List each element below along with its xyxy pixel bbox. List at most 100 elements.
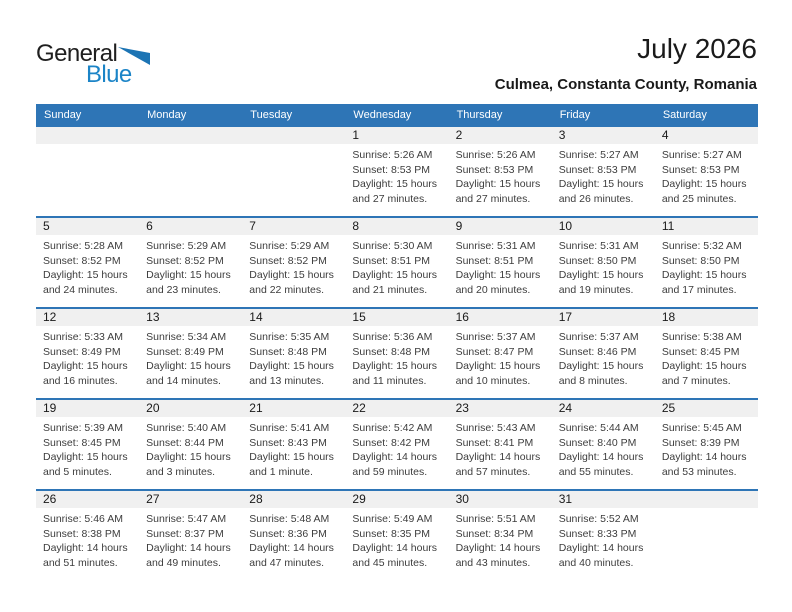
daylight-text-line2: and 53 minutes. bbox=[661, 465, 737, 478]
empty-day-cell bbox=[654, 489, 758, 580]
day-number-band: 5 bbox=[36, 218, 140, 235]
day-cell: 16 Sunrise: 5:37 AM Sunset: 8:47 PM Dayligh… bbox=[448, 307, 552, 399]
day-cell: 11 Sunrise: 5:32 AM Sunset: 8:50 PM Dayligh… bbox=[654, 216, 758, 308]
daylight-text-line2: and 19 minutes. bbox=[558, 283, 634, 296]
day-details: Sunrise: 5:41 AM Sunset: 8:43 PM Daylight:… bbox=[242, 417, 345, 479]
day-details: Sunrise: 5:45 AM Sunset: 8:39 PM Daylight:… bbox=[655, 417, 758, 479]
daylight-text-line1: Daylight: 14 hours bbox=[146, 542, 231, 555]
empty-day-cell bbox=[242, 125, 346, 217]
sunset-text: Sunset: 8:44 PM bbox=[146, 436, 224, 449]
logo-text-general: General bbox=[36, 40, 118, 67]
daylight-text-line1: Daylight: 15 hours bbox=[455, 178, 541, 191]
sunset-text: Sunset: 8:51 PM bbox=[352, 254, 431, 267]
sunrise-text: Sunrise: 5:37 AM bbox=[455, 331, 536, 343]
day-number: 8 bbox=[352, 219, 360, 233]
day-details: Sunrise: 5:48 AM Sunset: 8:36 PM Daylight:… bbox=[242, 508, 345, 570]
sunrise-text: Sunrise: 5:27 AM bbox=[558, 149, 639, 161]
daylight-text-line2: and 8 minutes. bbox=[558, 374, 628, 387]
day-details: Sunrise: 5:49 AM Sunset: 8:35 PM Daylight:… bbox=[345, 508, 448, 570]
daylight-text-line2: and 47 minutes. bbox=[249, 556, 324, 569]
weekday-header-wednesday: Wednesday bbox=[345, 104, 449, 126]
daylight-text-line1: Daylight: 14 hours bbox=[43, 542, 128, 555]
day-number-band: 12 bbox=[36, 309, 140, 326]
daylight-text-line2: and 14 minutes. bbox=[146, 374, 221, 387]
title-block: July 2026 Culmea, Constanta County, Roma… bbox=[495, 34, 757, 94]
sunset-text: Sunset: 8:38 PM bbox=[43, 527, 121, 540]
day-cell: 4 Sunrise: 5:27 AM Sunset: 8:53 PM Daylight… bbox=[654, 125, 758, 217]
day-number-band: 1 bbox=[345, 127, 449, 144]
sunset-text: Sunset: 8:42 PM bbox=[352, 436, 431, 449]
day-number: 16 bbox=[455, 310, 469, 324]
day-cell: 2 Sunrise: 5:26 AM Sunset: 8:53 PM Daylight… bbox=[448, 125, 552, 217]
daylight-text-line1: Daylight: 14 hours bbox=[352, 542, 438, 555]
day-number-band bbox=[139, 127, 243, 144]
day-details: Sunrise: 5:32 AM Sunset: 8:50 PM Daylight:… bbox=[655, 235, 758, 297]
sunset-text: Sunset: 8:37 PM bbox=[146, 527, 224, 540]
sunrise-text: Sunrise: 5:27 AM bbox=[661, 149, 742, 161]
day-details: Sunrise: 5:39 AM Sunset: 8:45 PM Daylight:… bbox=[36, 417, 139, 479]
weekday-header-friday: Friday bbox=[551, 104, 655, 126]
day-number-band: 8 bbox=[345, 218, 449, 235]
sunset-text: Sunset: 8:48 PM bbox=[352, 345, 431, 358]
day-number-band: 4 bbox=[654, 127, 758, 144]
sunrise-text: Sunrise: 5:34 AM bbox=[146, 331, 227, 343]
week-row: 1 Sunrise: 5:26 AM Sunset: 8:53 PM Daylight… bbox=[36, 125, 758, 217]
sunset-text: Sunset: 8:39 PM bbox=[661, 436, 740, 449]
day-number: 20 bbox=[146, 401, 160, 415]
daylight-text-line2: and 21 minutes. bbox=[352, 283, 428, 296]
sunrise-text: Sunrise: 5:40 AM bbox=[146, 422, 227, 434]
day-details: Sunrise: 5:44 AM Sunset: 8:40 PM Daylight:… bbox=[552, 417, 655, 479]
sunrise-text: Sunrise: 5:49 AM bbox=[352, 513, 433, 525]
day-cell: 7 Sunrise: 5:29 AM Sunset: 8:52 PM Daylight… bbox=[242, 216, 346, 308]
daylight-text-line1: Daylight: 15 hours bbox=[249, 451, 334, 464]
sunrise-text: Sunrise: 5:31 AM bbox=[558, 240, 639, 252]
day-details: Sunrise: 5:27 AM Sunset: 8:53 PM Daylight:… bbox=[655, 144, 758, 206]
day-cell: 1 Sunrise: 5:26 AM Sunset: 8:53 PM Daylight… bbox=[345, 125, 449, 217]
day-number-band: 30 bbox=[448, 491, 552, 508]
day-cell: 17 Sunrise: 5:37 AM Sunset: 8:46 PM Dayligh… bbox=[551, 307, 655, 399]
day-cell: 18 Sunrise: 5:38 AM Sunset: 8:45 PM Dayligh… bbox=[654, 307, 758, 399]
calendar-body: 1 Sunrise: 5:26 AM Sunset: 8:53 PM Daylight… bbox=[36, 125, 758, 580]
sunset-text: Sunset: 8:52 PM bbox=[146, 254, 224, 267]
sunset-text: Sunset: 8:52 PM bbox=[249, 254, 327, 267]
sunrise-text: Sunrise: 5:30 AM bbox=[352, 240, 433, 252]
day-number-band: 14 bbox=[242, 309, 346, 326]
sunrise-text: Sunrise: 5:51 AM bbox=[455, 513, 536, 525]
daylight-text-line2: and 11 minutes. bbox=[352, 374, 427, 387]
sunset-text: Sunset: 8:53 PM bbox=[455, 163, 534, 176]
daylight-text-line2: and 10 minutes. bbox=[455, 374, 531, 387]
daylight-text-line1: Daylight: 15 hours bbox=[249, 269, 334, 282]
sunrise-text: Sunrise: 5:47 AM bbox=[146, 513, 227, 525]
daylight-text-line1: Daylight: 15 hours bbox=[455, 269, 541, 282]
day-number-band: 10 bbox=[551, 218, 655, 235]
weekday-header-row: Sunday Monday Tuesday Wednesday Thursday… bbox=[36, 104, 758, 126]
day-number-band: 9 bbox=[448, 218, 552, 235]
day-cell: 22 Sunrise: 5:42 AM Sunset: 8:42 PM Dayligh… bbox=[345, 398, 449, 490]
day-number: 21 bbox=[249, 401, 263, 415]
day-number-band: 17 bbox=[551, 309, 655, 326]
daylight-text-line1: Daylight: 14 hours bbox=[661, 451, 747, 464]
daylight-text-line2: and 3 minutes. bbox=[146, 465, 216, 478]
day-details: Sunrise: 5:51 AM Sunset: 8:34 PM Daylight:… bbox=[449, 508, 552, 570]
day-cell: 19 Sunrise: 5:39 AM Sunset: 8:45 PM Dayligh… bbox=[36, 398, 140, 490]
day-cell: 9 Sunrise: 5:31 AM Sunset: 8:51 PM Daylight… bbox=[448, 216, 552, 308]
day-number: 23 bbox=[455, 401, 469, 415]
day-number: 29 bbox=[352, 492, 366, 506]
day-number: 25 bbox=[661, 401, 676, 415]
daylight-text-line1: Daylight: 14 hours bbox=[249, 542, 334, 555]
sunrise-text: Sunrise: 5:48 AM bbox=[249, 513, 330, 525]
day-number: 11 bbox=[661, 219, 675, 233]
day-cell: 25 Sunrise: 5:45 AM Sunset: 8:39 PM Dayligh… bbox=[654, 398, 758, 490]
daylight-text-line1: Daylight: 14 hours bbox=[558, 451, 644, 464]
sunrise-text: Sunrise: 5:44 AM bbox=[558, 422, 639, 434]
day-cell: 20 Sunrise: 5:40 AM Sunset: 8:44 PM Dayligh… bbox=[139, 398, 243, 490]
day-number-band: 31 bbox=[551, 491, 655, 508]
day-number-band: 13 bbox=[139, 309, 243, 326]
sunrise-text: Sunrise: 5:37 AM bbox=[558, 331, 639, 343]
sunrise-text: Sunrise: 5:42 AM bbox=[352, 422, 433, 434]
daylight-text-line1: Daylight: 15 hours bbox=[146, 360, 231, 373]
day-number-band: 27 bbox=[139, 491, 243, 508]
day-number-band: 23 bbox=[448, 400, 552, 417]
sunset-text: Sunset: 8:46 PM bbox=[558, 345, 637, 358]
